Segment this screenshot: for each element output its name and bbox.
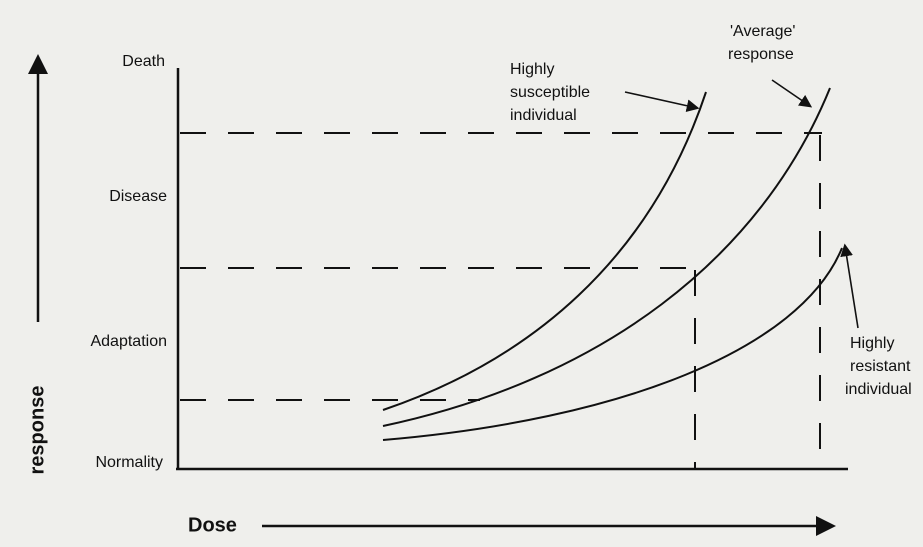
curve-label: individual — [845, 381, 912, 398]
curve-label: individual — [510, 107, 577, 124]
curve-label: response — [728, 46, 794, 63]
pointer — [840, 243, 859, 329]
x-axis-label: Dose — [188, 514, 237, 536]
level-label: Death — [122, 53, 165, 70]
curve-label: resistant — [850, 358, 911, 375]
resistant-curve — [382, 247, 843, 441]
level-label: Normality — [95, 454, 163, 471]
level-label: Adaptation — [90, 333, 167, 350]
pointer — [624, 91, 700, 113]
curve-label: Highly — [850, 335, 894, 352]
curve-label: Highly — [510, 61, 554, 78]
curve-label: 'Average' — [730, 23, 795, 40]
pointer — [771, 79, 813, 108]
curve-label: susceptible — [510, 84, 590, 101]
susceptible-curve — [382, 91, 707, 411]
average-curve — [382, 87, 831, 427]
level-label: Disease — [109, 188, 167, 205]
y-axis-label: response — [26, 386, 48, 475]
